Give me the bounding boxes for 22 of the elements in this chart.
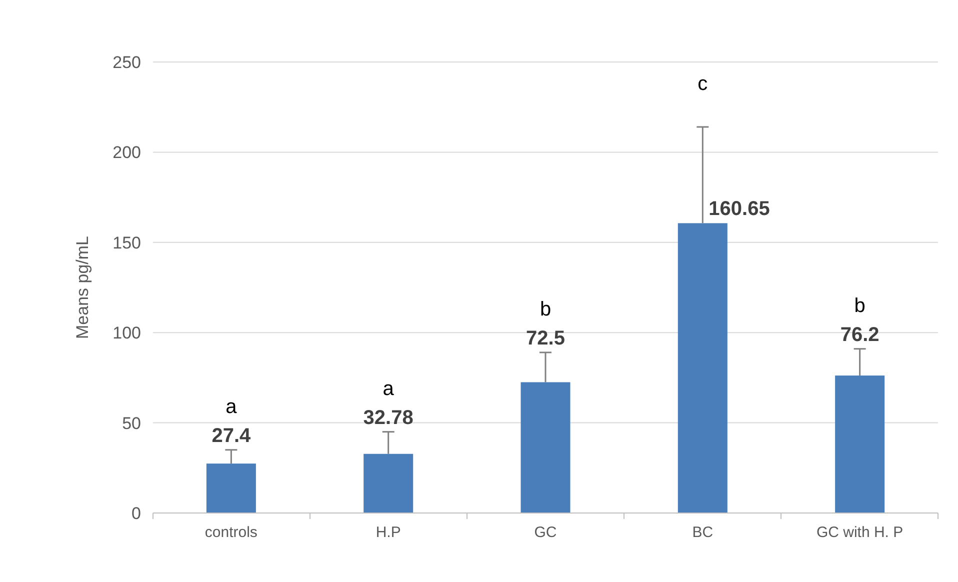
x-tick-label: controls	[204, 524, 258, 541]
y-tick-label: 0	[132, 504, 141, 523]
annotation: a	[226, 396, 238, 418]
y-tick-label: 200	[112, 143, 141, 162]
y-tick-label: 150	[112, 233, 141, 252]
x-tick-label: H.P	[376, 524, 401, 541]
annotation: b	[540, 298, 552, 320]
x-tick-label: BC	[692, 524, 714, 541]
annotation: a	[382, 378, 395, 400]
x-tick-label: GC	[534, 524, 557, 541]
data-label: 160.65	[708, 198, 770, 220]
y-tick-label: 250	[112, 52, 141, 72]
data-label: 27.4	[212, 424, 252, 447]
annotation: b	[854, 294, 866, 317]
annotation: c	[698, 72, 708, 95]
y-axis-title: Means pg/mL	[73, 236, 92, 339]
data-label: 72.5	[526, 327, 565, 350]
data-label: 76.2	[840, 324, 880, 346]
data-label: 32.78	[363, 406, 414, 429]
y-tick-label: 50	[122, 414, 141, 433]
y-tick-label: 100	[112, 324, 141, 343]
x-tick-label: GC with H. P	[816, 524, 904, 541]
